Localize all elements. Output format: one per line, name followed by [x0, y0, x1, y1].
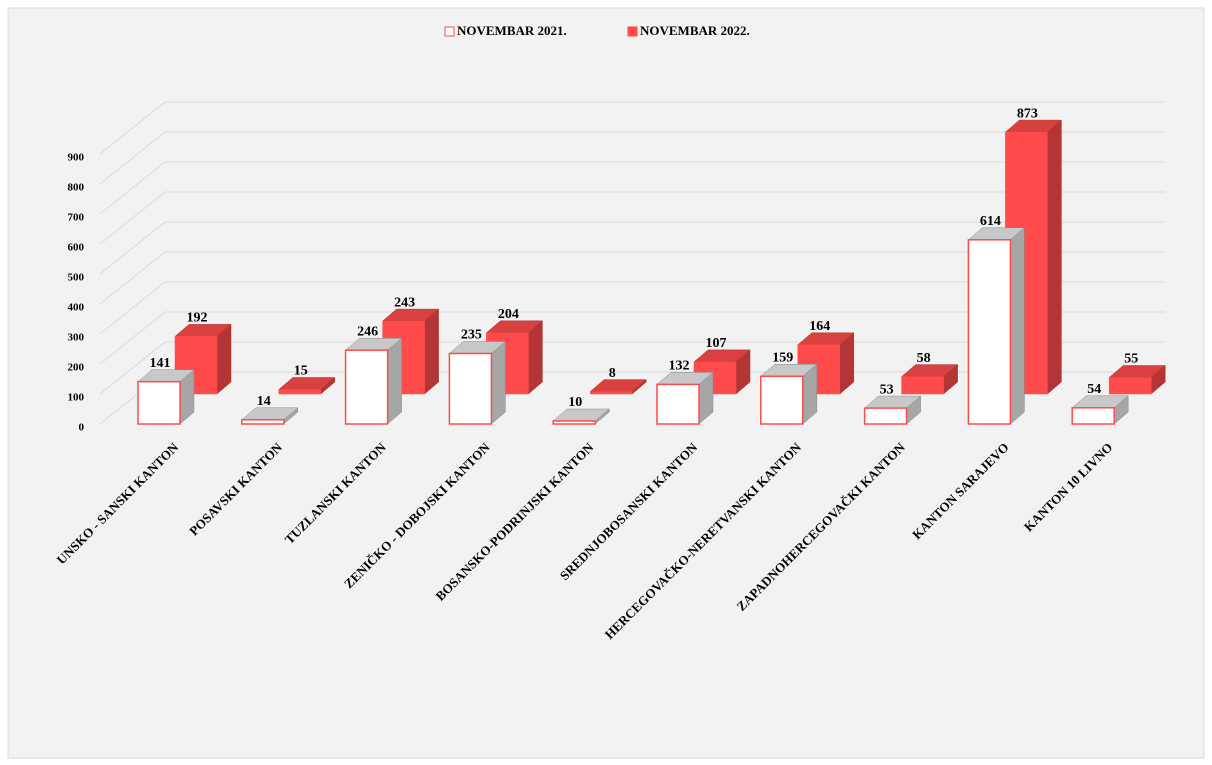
value-label: 235 — [461, 328, 482, 343]
bar — [552, 420, 596, 425]
value-label: 132 — [669, 359, 690, 374]
grid-line — [99, 191, 166, 245]
value-label: 58 — [917, 351, 931, 366]
legend-swatch — [444, 26, 455, 37]
legend-swatch — [627, 26, 638, 37]
y-tick-label: 0 — [79, 422, 85, 434]
bar — [1108, 377, 1152, 395]
bar — [863, 407, 908, 425]
value-label: 53 — [880, 382, 894, 397]
grid-line — [99, 131, 166, 185]
grid-line — [99, 221, 166, 275]
bar-side — [424, 308, 439, 395]
bar — [137, 380, 181, 425]
bar — [1071, 407, 1115, 425]
grid-line — [99, 101, 166, 155]
grid-line — [99, 281, 166, 335]
y-tick-label: 800 — [68, 182, 85, 194]
value-label: 107 — [706, 336, 727, 351]
bar — [448, 352, 493, 425]
legend-label: NOVEMBAR 2021. — [457, 23, 567, 38]
value-label: 159 — [772, 351, 793, 366]
bar — [760, 375, 804, 425]
value-label: 243 — [394, 295, 415, 310]
y-tick-label: 500 — [68, 272, 85, 284]
y-tick-label: 200 — [68, 362, 85, 374]
bar — [241, 419, 285, 425]
value-label: 8 — [609, 366, 616, 381]
bar-side — [1047, 119, 1062, 395]
grid-line — [99, 251, 166, 305]
bar — [589, 391, 633, 395]
bar — [656, 383, 700, 425]
y-tick-label: 600 — [68, 242, 85, 254]
value-label: 873 — [1017, 106, 1038, 121]
y-tick-label: 900 — [68, 152, 85, 164]
value-label: 164 — [809, 319, 830, 334]
bar — [901, 376, 944, 395]
bar — [344, 349, 389, 425]
y-tick-label: 100 — [68, 392, 85, 404]
y-tick-label: 300 — [68, 332, 85, 344]
bar-side — [387, 337, 402, 425]
bar — [967, 239, 1012, 425]
value-label: 54 — [1087, 382, 1101, 397]
value-label: 204 — [498, 307, 519, 322]
grid-line — [99, 311, 166, 365]
value-label: 192 — [187, 311, 208, 326]
value-label: 14 — [257, 394, 271, 409]
value-label: 614 — [980, 214, 1001, 229]
value-label: 246 — [357, 324, 378, 339]
grid-line — [99, 341, 166, 395]
value-label: 10 — [568, 395, 582, 410]
bar-side — [491, 340, 506, 425]
legend-label: NOVEMBAR 2022. — [640, 23, 750, 38]
value-label: 141 — [150, 356, 171, 371]
grid-line — [99, 161, 166, 215]
bar-side — [1010, 227, 1025, 425]
value-label: 15 — [294, 364, 308, 379]
value-label: 55 — [1124, 352, 1138, 367]
y-tick-label: 400 — [68, 302, 85, 314]
bar — [278, 389, 322, 395]
y-tick-label: 700 — [68, 212, 85, 224]
bar-side — [528, 320, 543, 395]
